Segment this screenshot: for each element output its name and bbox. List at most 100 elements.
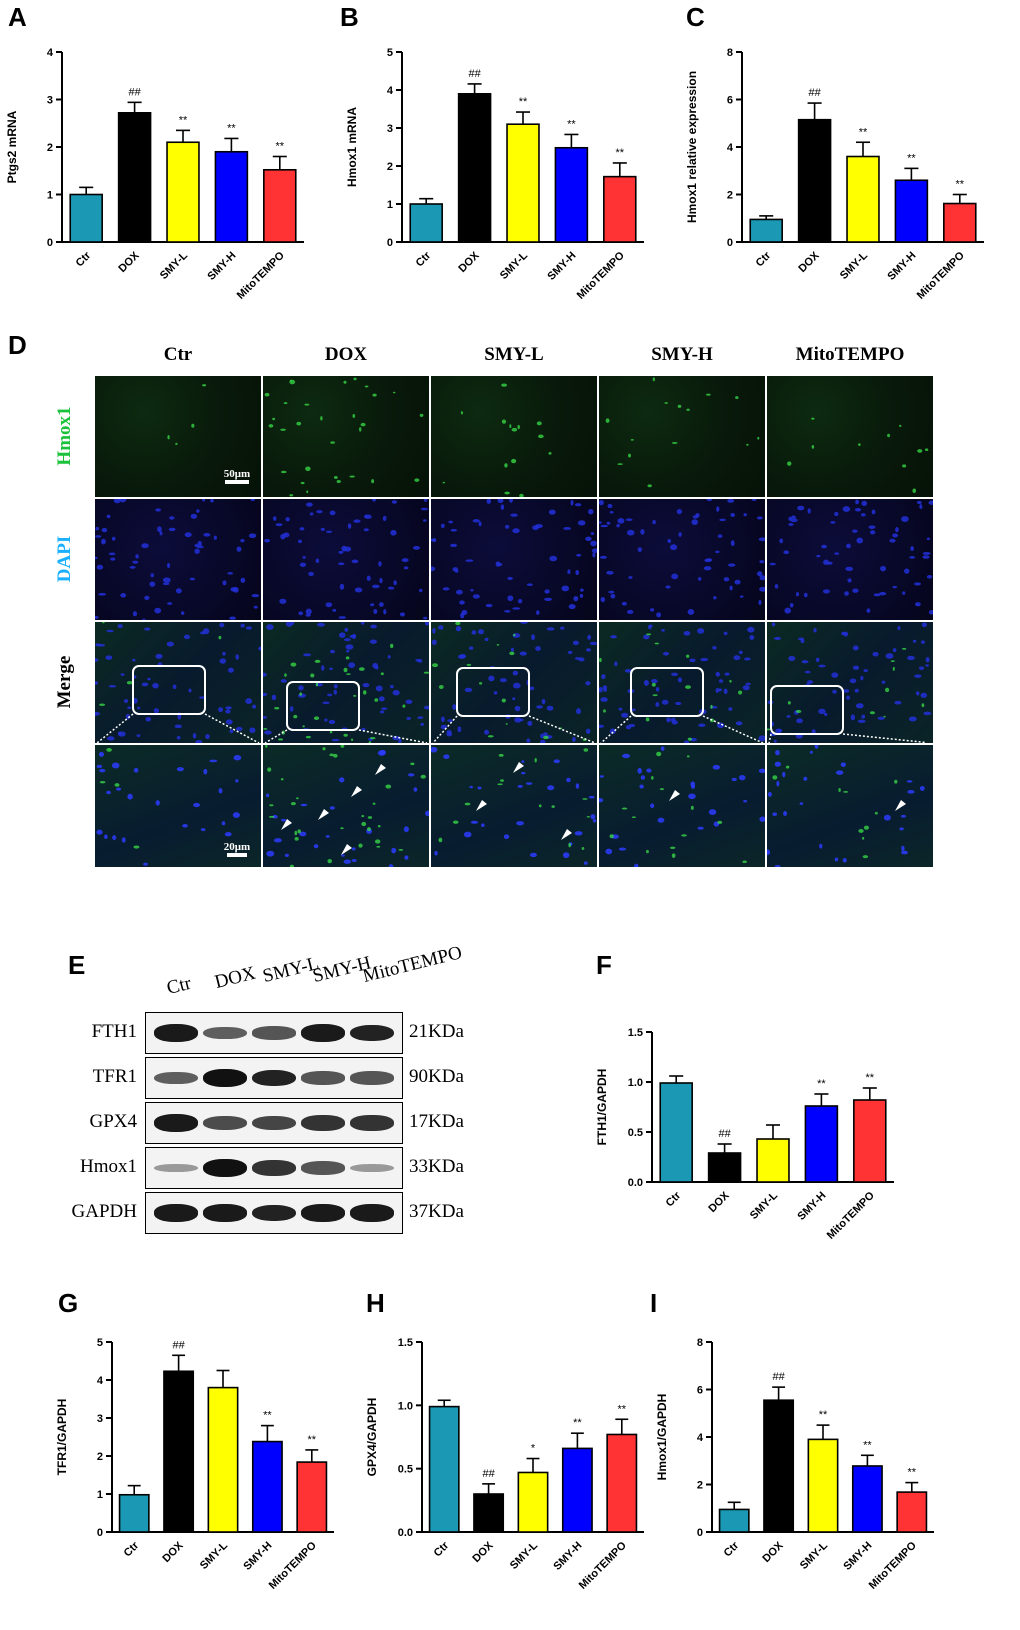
nucleus	[135, 554, 139, 559]
significance-label: *	[531, 1443, 536, 1455]
nucleus	[650, 608, 655, 612]
micrograph-texture	[167, 384, 207, 446]
hmox-signal	[536, 421, 542, 426]
y-tick-label: 1	[97, 1489, 103, 1501]
bar-ctr	[409, 203, 443, 243]
hmox-signal	[538, 434, 544, 439]
micrograph-tile	[431, 376, 597, 497]
nucleus	[908, 716, 917, 722]
nucleus	[442, 587, 450, 591]
nucleus	[618, 847, 627, 851]
nucleus	[542, 732, 548, 737]
nucleus	[790, 518, 798, 523]
panel-letter-e: E	[68, 950, 86, 980]
micrograph-texture	[431, 499, 597, 619]
nucleus	[723, 577, 730, 582]
nucleus	[546, 627, 555, 631]
blot-strip	[145, 1147, 403, 1189]
nucleus	[590, 532, 595, 536]
hmox-signal	[385, 784, 392, 789]
nucleus	[900, 814, 907, 818]
nucleus	[235, 726, 243, 731]
nucleus	[136, 706, 141, 710]
bar-smy-l	[166, 141, 200, 243]
nucleus	[589, 641, 597, 646]
nucleus	[791, 515, 796, 519]
micrograph-tile	[599, 745, 765, 867]
x-tick-label: SMY-H	[205, 250, 238, 283]
nucleus	[279, 598, 287, 604]
nucleus	[742, 685, 750, 691]
hmox-signal	[501, 419, 507, 424]
hmox-signal	[410, 762, 415, 766]
nucleus	[405, 699, 413, 704]
nucleus	[909, 556, 916, 559]
nucleus	[767, 791, 772, 797]
hmox-signal	[272, 417, 276, 421]
nucleus	[252, 704, 257, 709]
y-tick-label: 0.0	[398, 1527, 413, 1539]
nucleus	[683, 630, 691, 636]
hmox-signal	[306, 490, 309, 494]
hmox-signal	[681, 834, 687, 837]
hmox-signal	[133, 845, 140, 849]
nucleus	[300, 803, 308, 807]
x-tick-label: DOX	[796, 249, 822, 275]
nucleus	[440, 523, 445, 528]
blot-band	[203, 1116, 247, 1130]
y-tick-label: 5	[387, 47, 393, 59]
nucleus	[96, 564, 104, 570]
nucleus	[788, 523, 794, 526]
nucleus	[590, 814, 596, 820]
nucleus	[133, 767, 139, 773]
nucleus	[819, 843, 823, 849]
nucleus	[424, 622, 429, 626]
micrograph-tile	[767, 622, 933, 743]
nucleus	[104, 834, 108, 840]
hmox-signal	[504, 463, 508, 468]
nucleus	[661, 699, 669, 705]
nucleus	[175, 588, 182, 594]
bar-dox	[457, 92, 492, 243]
nucleus	[303, 653, 312, 657]
nucleus	[626, 609, 634, 614]
blot-protein-label: TFR1	[92, 1066, 137, 1087]
micro-col-header: SMY-L	[484, 344, 544, 365]
arrowhead	[351, 786, 362, 797]
nucleus	[626, 529, 635, 536]
nucleus	[807, 508, 811, 514]
y-tick-label: 0	[47, 237, 53, 249]
hmox-signal	[671, 853, 676, 858]
micrograph-texture	[264, 499, 428, 620]
hmox-signal	[710, 704, 713, 709]
nucleus	[871, 509, 876, 515]
x-tick-label: MitoTEMPO	[915, 249, 967, 301]
nucleus	[600, 524, 608, 528]
nucleus	[221, 821, 226, 826]
nucleus	[580, 588, 584, 592]
hmox-signal	[735, 396, 739, 400]
nucleus	[607, 503, 613, 509]
nucleus	[576, 553, 582, 557]
chart-b: Hmox1 mRNA 0 1 2 3 4 5 Ctr ## DOX ** SMY-L ** SMY-H **…	[345, 47, 644, 302]
hmox-signal	[500, 779, 504, 782]
x-tick-label: DOX	[116, 249, 142, 275]
nucleus	[643, 634, 650, 640]
bar-mitotempo	[896, 1491, 928, 1533]
hmox-signal	[305, 735, 311, 739]
x-tick-label: MitoTEMPO	[575, 249, 627, 301]
nucleus	[339, 583, 345, 590]
nucleus	[155, 800, 160, 806]
nucleus	[799, 802, 804, 805]
y-tick-label: 4	[387, 85, 394, 97]
nucleus	[881, 680, 886, 684]
blot-kda-label: 21KDa	[409, 1021, 464, 1042]
nucleus	[404, 855, 409, 860]
nucleus	[892, 585, 897, 589]
nucleus	[845, 566, 854, 572]
nucleus	[834, 552, 840, 555]
blot-strip	[145, 1057, 403, 1099]
significance-label: ##	[468, 68, 481, 80]
nucleus	[624, 668, 633, 673]
nucleus	[225, 706, 232, 710]
